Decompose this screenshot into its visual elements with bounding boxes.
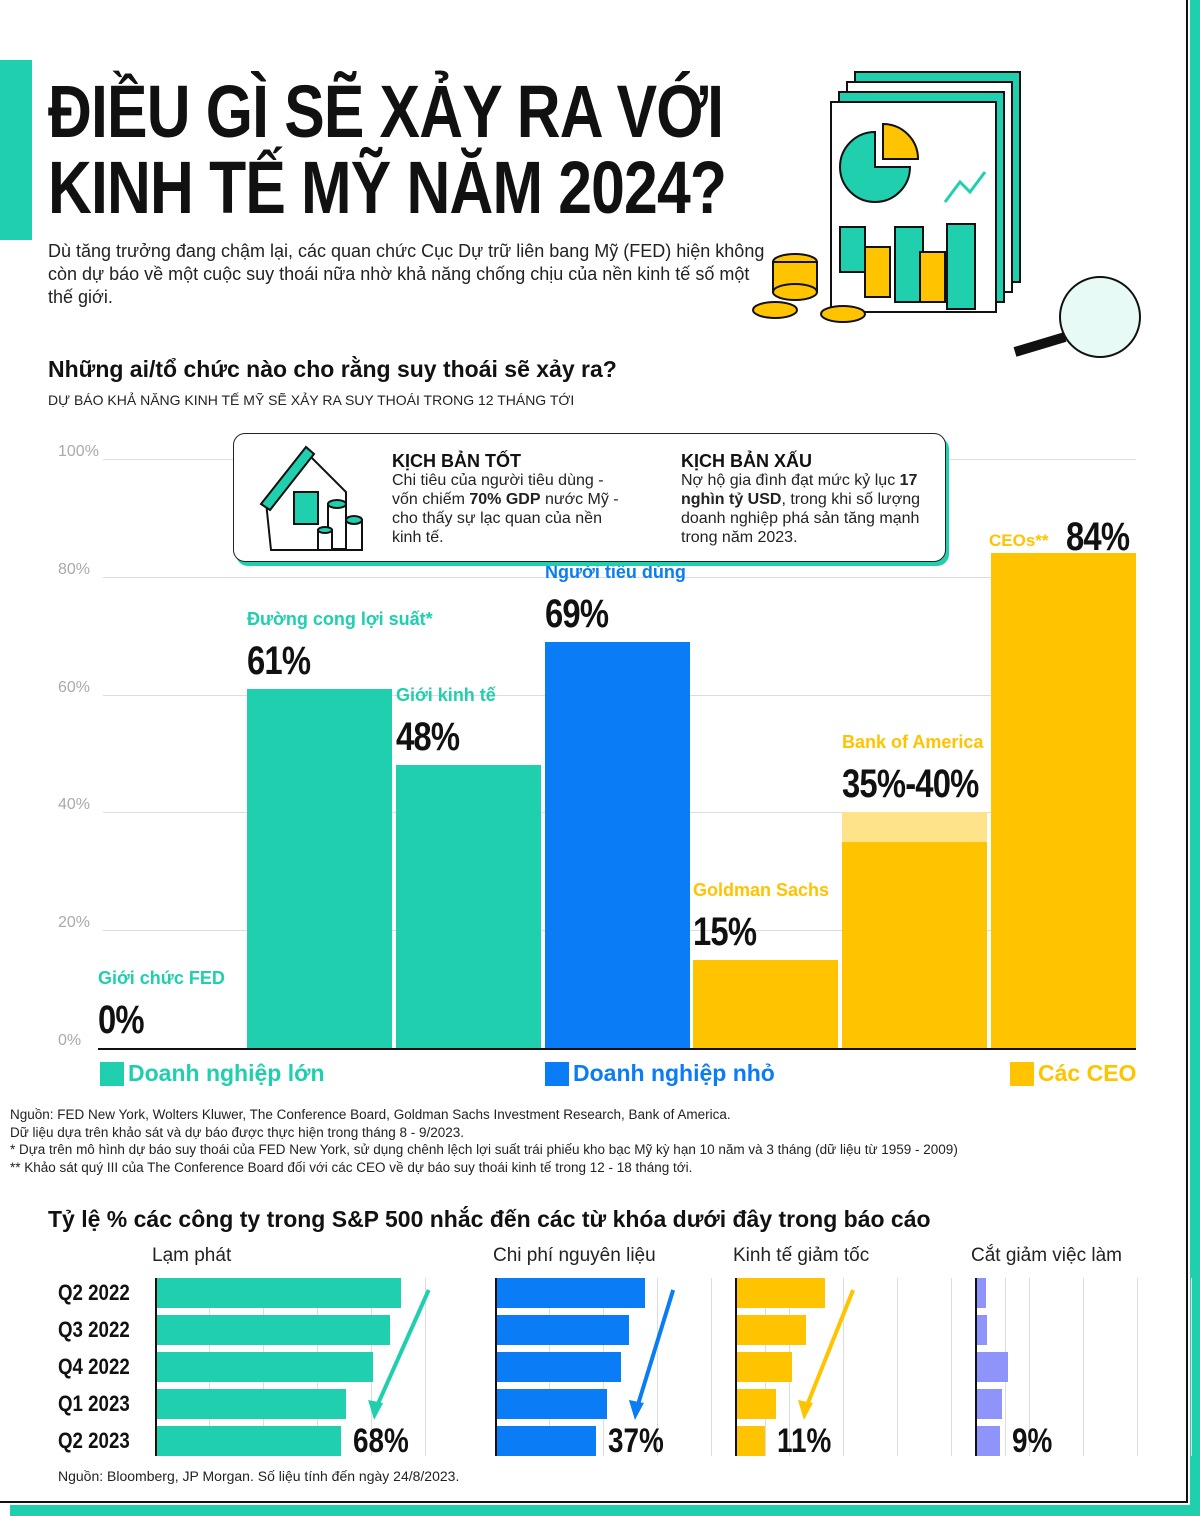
gridline (711, 1278, 713, 1456)
bar-value-label: 48% (396, 715, 460, 760)
panel-title: Cắt giảm việc làm (971, 1245, 1122, 1266)
scenario-box: KỊCH BẢN TỐT Chi tiêu của người tiêu dùng… (233, 433, 946, 562)
bar (155, 1278, 401, 1308)
gridline (1137, 1278, 1139, 1456)
gridline (843, 1278, 845, 1456)
bar (247, 688, 392, 1048)
axis-line (495, 1278, 497, 1456)
bar-value-label: 15% (693, 909, 757, 954)
bar (155, 1315, 390, 1345)
bar-category-label: Giới chức FED (98, 968, 225, 988)
gridline (951, 1278, 953, 1456)
bar (735, 1352, 793, 1382)
bar (991, 553, 1136, 1048)
panel-title: Chi phí nguyên liệu (493, 1245, 656, 1266)
decor-stripe (10, 1505, 1200, 1516)
bar (735, 1278, 826, 1308)
decor-stripe (1190, 0, 1200, 1516)
gridline (103, 576, 1136, 578)
bar (842, 841, 987, 1048)
bar-category-label: CEOs** (989, 531, 1049, 551)
gridline (1029, 1278, 1031, 1456)
y-tick-label: 80% (58, 560, 91, 578)
axis-line (975, 1278, 977, 1456)
bar (975, 1389, 1003, 1419)
y-tick-label: 20% (58, 914, 91, 932)
bar-range (842, 812, 987, 842)
bar-category-label: Goldman Sachs (693, 879, 830, 900)
bar (495, 1315, 629, 1345)
bar-value-label: 35%-40% (842, 762, 979, 807)
bar-category-label: Người tiêu dùng (545, 561, 686, 582)
bar (495, 1426, 596, 1456)
bar-value-label: 61% (247, 638, 311, 683)
bar (975, 1426, 1000, 1456)
footnotes: Nguồn: FED New York, Wolters Kluwer, The… (10, 1107, 958, 1175)
gridline (1191, 1278, 1193, 1456)
legend-item: Doanh nghiệp nhỏ (545, 1060, 775, 1087)
bar (975, 1352, 1008, 1382)
bad-scenario: KỊCH BẢN XẤU Nợ hộ gia đình đạt mức kỷ lụ… (681, 451, 921, 547)
bar-category-label: Giới kinh tế (396, 685, 496, 706)
bar-category-label: Bank of America (842, 732, 984, 753)
gridline (425, 1278, 427, 1456)
value-label: 37% (608, 1422, 664, 1460)
section-title-2: Tỷ lệ % các công ty trong S&P 500 nhắc đ… (48, 1206, 931, 1232)
quarter-label: Q2 2022 (58, 1280, 130, 1305)
legend-item: Doanh nghiệp lớn (100, 1060, 325, 1087)
bar (495, 1278, 646, 1308)
section-title: Những ai/tổ chức nào cho rằng suy thoái … (48, 356, 617, 382)
value-label: 68% (352, 1422, 409, 1460)
bar-value-label: 84% (1066, 515, 1130, 560)
value-label: 9% (1011, 1422, 1052, 1460)
source-note: Nguồn: Bloomberg, JP Morgan. Số liệu tín… (58, 1468, 460, 1484)
quarter-label: Q1 2023 (58, 1391, 130, 1416)
y-tick-label: 100% (58, 443, 99, 460)
x-axis (98, 1048, 1136, 1050)
good-scenario: KỊCH BẢN TỐT Chi tiêu của người tiêu dùng… (392, 451, 619, 547)
bar (735, 1426, 766, 1456)
legend-item: Các CEO (1010, 1060, 1136, 1087)
gridline (1083, 1278, 1085, 1456)
bar (735, 1315, 806, 1345)
bar (396, 765, 541, 1048)
axis-line (735, 1278, 737, 1456)
bar (545, 641, 690, 1048)
y-tick-label: 60% (58, 678, 91, 696)
y-tick-label: 40% (58, 796, 91, 814)
bar-value-label: 69% (545, 591, 609, 636)
y-tick-label: 0% (58, 1032, 82, 1049)
page-title: ĐIỀU GÌ SẼ XẢY RA VỚI KINH TẾ MỸ NĂM 2024… (48, 70, 727, 229)
quarter-label: Q4 2022 (58, 1354, 130, 1379)
intro-text: Dù tăng trưởng đang chậm lại, các quan c… (48, 241, 765, 307)
bar-value-label: 0% (98, 998, 145, 1042)
bar (975, 1315, 988, 1345)
bar-category-label: Đường cong lợi suất* (247, 608, 433, 629)
bar (155, 1426, 341, 1456)
gridline (897, 1278, 899, 1456)
value-label: 11% (777, 1422, 832, 1460)
axis-line (155, 1278, 157, 1456)
quarter-label: Q3 2022 (58, 1317, 130, 1342)
quarter-label: Q2 2023 (58, 1428, 130, 1453)
house-coins-icon (259, 445, 363, 551)
panel-title: Lạm phát (152, 1245, 232, 1266)
panel-title: Kinh tế giảm tốc (733, 1245, 870, 1266)
dashboard-illustration-icon (752, 71, 1141, 358)
bar (495, 1352, 621, 1382)
chart-subtitle: DỰ BÁO KHẢ NĂNG KINH TẾ MỸ SẼ XẢY RA SUY… (48, 392, 575, 408)
bar (693, 959, 838, 1048)
bar (155, 1389, 347, 1419)
bar (735, 1389, 776, 1419)
bar (155, 1352, 374, 1382)
bar (975, 1278, 986, 1308)
bar (495, 1389, 607, 1419)
title-accent (0, 60, 32, 240)
